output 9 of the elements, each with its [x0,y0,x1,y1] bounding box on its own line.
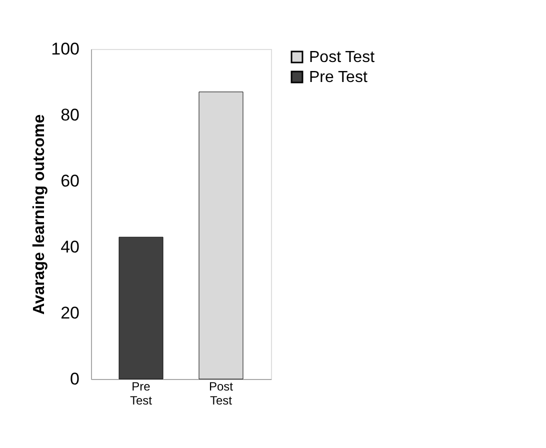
legend-label: Pre Test [309,69,368,86]
y-tick-label: 100 [51,40,80,58]
y-tick-label: 0 [70,370,80,388]
y-tick-label: 40 [60,238,80,256]
y-axis-title: Avarage learning outcome [31,114,48,315]
y-tick-label: 80 [60,106,80,124]
y-tick-label: 20 [60,304,80,322]
legend-label: Post Test [309,49,376,66]
y-tick-label: 60 [60,172,80,190]
